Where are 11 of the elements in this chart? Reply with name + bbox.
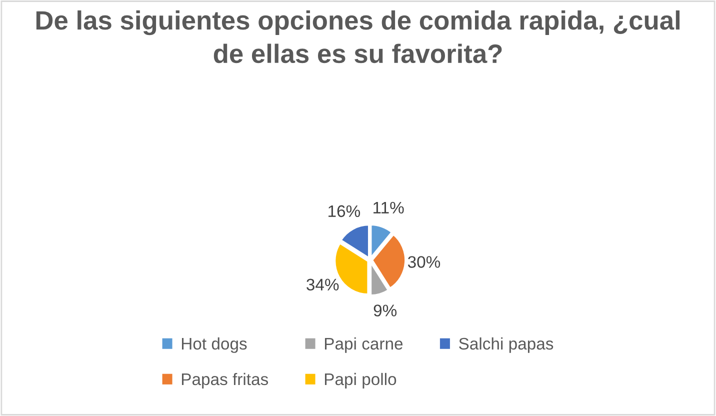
data-label: 30%	[408, 256, 440, 268]
data-label: 16%	[328, 205, 360, 218]
data-label: 9%	[374, 304, 397, 316]
chart-title: De las siguientes opciones de comida rapida, ¿cual de ellas es su favorita?	[36, 10, 680, 64]
legend-label: Hot dogs	[182, 337, 247, 353]
data-label: 11%	[374, 202, 404, 214]
legend-label: Papas fritas	[182, 372, 268, 388]
data-label: 34%	[306, 278, 339, 291]
legend-label: Salchi papas	[459, 337, 554, 353]
legend-label: Papi pollo	[324, 372, 396, 388]
legend-label: Papi carne	[324, 337, 403, 353]
